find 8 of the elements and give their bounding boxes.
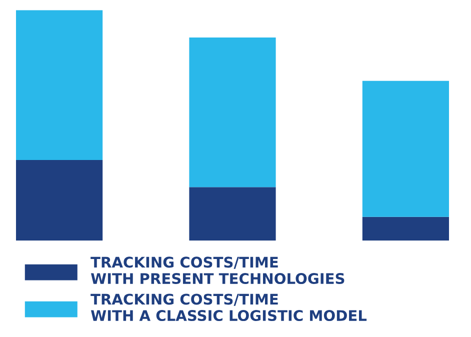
- bar: [189, 187, 276, 241]
- legend-label: TRACKING COSTS/TIME WITH PRESENT TECHNOLOGIES: [90, 256, 344, 284]
- bar: [16, 160, 103, 241]
- bar: [362, 216, 449, 241]
- legend-label: TRACKING COSTS/TIME WITH A CLASSIC LOGISTIC MODEL: [90, 294, 367, 322]
- bar: [189, 38, 276, 188]
- bar: [362, 80, 449, 217]
- bar: [16, 10, 103, 160]
